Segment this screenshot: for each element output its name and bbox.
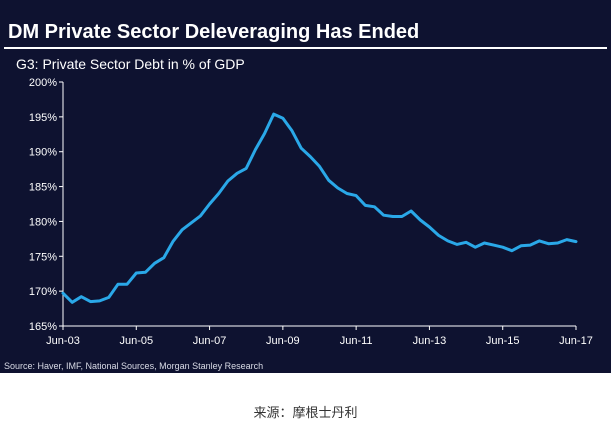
data-point xyxy=(116,283,120,286)
data-point xyxy=(428,225,431,229)
data-point xyxy=(391,215,394,218)
data-point xyxy=(71,301,74,304)
data-point xyxy=(336,186,339,190)
data-point xyxy=(190,221,193,224)
data-point xyxy=(446,239,449,243)
data-point xyxy=(135,271,138,275)
title-divider xyxy=(4,47,607,49)
data-point xyxy=(510,249,514,252)
data-point xyxy=(245,167,248,170)
data-point xyxy=(455,243,459,246)
data-point xyxy=(565,238,568,241)
data-point xyxy=(437,234,440,237)
data-point xyxy=(501,246,504,249)
series-line-private-sector-debt xyxy=(61,112,578,304)
data-point xyxy=(125,283,129,286)
data-point xyxy=(144,271,147,274)
y-tick-label: 185% xyxy=(29,182,57,194)
data-point xyxy=(208,202,211,206)
data-point xyxy=(217,192,220,195)
data-point xyxy=(254,148,257,151)
axes: 165% 170% 175% 180% 185% 190% 195% 200% Jun-03 Ju… xyxy=(29,77,593,347)
x-tick-label: Jun-05 xyxy=(119,335,153,347)
data-point xyxy=(89,300,92,303)
data-point xyxy=(382,214,385,217)
image-caption: 来源：摩根士丹利 xyxy=(253,406,358,421)
data-point xyxy=(180,228,184,231)
data-point xyxy=(327,179,330,182)
data-point xyxy=(309,155,312,158)
data-point xyxy=(400,215,404,218)
y-tick-label: 200% xyxy=(29,77,57,89)
data-point xyxy=(345,192,349,195)
y-tick-label: 175% xyxy=(29,251,57,263)
data-point xyxy=(547,242,550,245)
data-point xyxy=(235,172,239,175)
source-note: Source: Haver, IMF, National Sources, Mo… xyxy=(4,361,264,371)
x-tick-label: Jun-09 xyxy=(266,335,300,347)
data-point xyxy=(409,209,413,213)
x-tick-label: Jun-11 xyxy=(340,335,373,347)
data-point xyxy=(556,241,559,245)
series-layer xyxy=(61,112,578,304)
y-tick-label: 195% xyxy=(29,112,57,124)
x-tick-label: Jun-07 xyxy=(193,335,227,347)
data-point xyxy=(98,299,101,303)
data-point xyxy=(318,165,321,168)
data-point xyxy=(419,218,422,222)
x-tick-label: Jun-17 xyxy=(559,335,593,347)
chart-title: DM Private Sector Deleveraging Has Ended xyxy=(8,21,420,43)
y-tick-label: 180% xyxy=(29,216,57,228)
data-point xyxy=(153,262,156,265)
data-point xyxy=(171,240,175,243)
data-point xyxy=(474,246,477,249)
data-point xyxy=(483,241,486,245)
data-point xyxy=(290,129,294,132)
x-tick-label: Jun-13 xyxy=(413,335,447,347)
data-point xyxy=(574,240,578,243)
data-point xyxy=(199,214,202,218)
data-point xyxy=(300,147,303,150)
y-tick-label: 165% xyxy=(29,321,57,333)
chart-subtitle: G3: Private Sector Debt in % of GDP xyxy=(16,56,245,72)
data-point xyxy=(61,292,65,295)
data-point xyxy=(272,112,275,116)
data-point xyxy=(80,295,83,298)
data-point xyxy=(107,296,111,299)
data-point xyxy=(263,132,266,135)
line-chart: 165% 170% 175% 180% 185% 190% 195% 200% Jun-03 Ju… xyxy=(29,77,593,347)
x-tick-label: Jun-03 xyxy=(46,335,80,347)
y-tick-label: 190% xyxy=(29,147,57,159)
chart-panel: DM Private Sector Deleveraging Has Ended… xyxy=(0,0,611,373)
data-point xyxy=(538,239,541,243)
data-point xyxy=(354,194,358,197)
y-tick-label: 170% xyxy=(29,286,57,298)
data-point xyxy=(364,204,367,207)
data-point xyxy=(162,256,165,259)
data-point xyxy=(373,205,376,208)
data-point xyxy=(492,243,495,247)
data-point xyxy=(529,243,532,247)
data-point xyxy=(464,241,468,244)
data-point xyxy=(281,117,285,120)
data-point xyxy=(519,244,523,247)
x-tick-label: Jun-15 xyxy=(486,335,520,347)
data-point xyxy=(226,179,230,183)
